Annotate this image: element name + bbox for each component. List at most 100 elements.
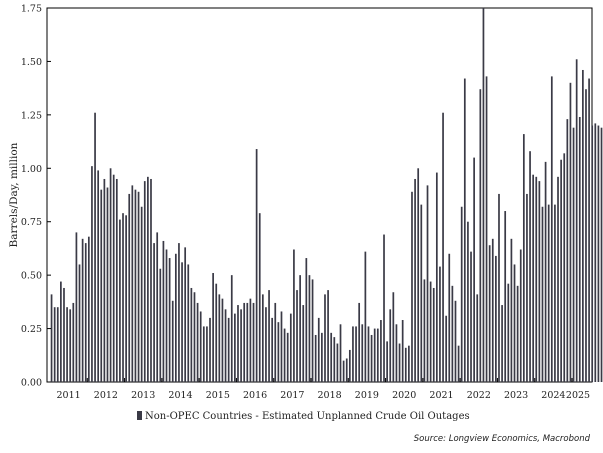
bar	[513, 264, 516, 382]
bar	[227, 317, 230, 382]
bar	[414, 178, 416, 382]
bar	[212, 273, 214, 382]
bar	[311, 279, 314, 382]
bar	[327, 290, 329, 382]
bar	[140, 206, 143, 382]
bar	[460, 206, 463, 382]
bar	[202, 326, 205, 382]
bar	[258, 213, 261, 382]
bar	[218, 294, 221, 382]
bar	[243, 302, 246, 382]
x-tick-label: 2015	[206, 390, 230, 401]
bar	[411, 191, 413, 382]
bar	[404, 347, 407, 382]
bar	[519, 249, 522, 382]
x-tick-label: 2012	[94, 390, 118, 401]
bar	[544, 161, 547, 382]
bar	[538, 181, 541, 382]
bar	[255, 149, 258, 382]
bar	[383, 234, 385, 382]
bar	[547, 204, 550, 382]
bar	[588, 78, 590, 382]
bar	[305, 258, 308, 382]
bar	[451, 285, 454, 382]
bar	[115, 178, 118, 382]
bar	[252, 302, 255, 382]
bar	[591, 125, 594, 382]
bar	[485, 76, 488, 382]
bar	[81, 238, 84, 382]
bar	[199, 311, 202, 382]
x-tick-label: 2013	[131, 390, 155, 401]
bar	[206, 326, 208, 382]
bar	[174, 253, 177, 382]
bar	[600, 127, 603, 383]
bar	[91, 166, 93, 382]
y-tick-label: 0.75	[21, 217, 42, 228]
bar	[168, 258, 171, 382]
bar	[578, 116, 581, 383]
x-tick-label: 2016	[243, 390, 267, 401]
bar	[246, 302, 249, 382]
bar	[324, 294, 326, 382]
y-tick-label: 1.50	[21, 57, 42, 68]
bar	[131, 185, 134, 382]
bar	[178, 243, 180, 382]
x-tick-label: 2021	[429, 390, 453, 401]
bar	[429, 281, 432, 382]
bar	[448, 253, 451, 382]
bar	[50, 294, 53, 382]
bar	[234, 313, 236, 382]
bar	[423, 279, 426, 382]
x-tick-label: 2019	[355, 390, 379, 401]
bar	[333, 337, 336, 382]
y-tick-label: 0.25	[21, 324, 42, 335]
bar	[196, 302, 199, 382]
source-note: Source: Longview Economics, Macrobond	[414, 434, 591, 444]
bar	[488, 245, 491, 382]
bar	[293, 249, 295, 382]
bar	[286, 332, 289, 382]
bar	[386, 341, 388, 382]
bar	[215, 283, 218, 382]
y-tick-label: 0.00	[21, 378, 42, 389]
bar	[271, 317, 274, 382]
bar	[109, 168, 112, 382]
x-tick-label: 2011	[57, 390, 81, 401]
x-tick-label: 2024	[541, 390, 565, 401]
bar	[106, 187, 109, 382]
x-tick-label: 2017	[280, 390, 304, 401]
bar	[249, 298, 252, 382]
bar	[532, 174, 535, 382]
bar	[435, 172, 438, 382]
bar	[72, 302, 75, 382]
bar	[370, 334, 373, 382]
bar	[87, 236, 90, 382]
bar	[187, 264, 190, 382]
bar	[103, 178, 106, 382]
bar	[392, 292, 395, 382]
bar	[299, 275, 301, 382]
bar	[60, 281, 62, 382]
bar	[442, 112, 444, 382]
bar	[454, 300, 457, 382]
bar	[339, 324, 342, 382]
bar	[361, 324, 364, 382]
bar	[470, 251, 472, 382]
bar	[112, 174, 115, 382]
bar	[432, 287, 435, 382]
bar	[156, 232, 159, 382]
bar	[63, 287, 65, 382]
bar	[550, 76, 553, 382]
y-tick-label: 1.00	[21, 164, 42, 175]
bar	[575, 59, 578, 382]
bar	[373, 328, 376, 382]
bar	[445, 315, 448, 382]
bar	[529, 151, 531, 382]
bar	[526, 193, 528, 382]
bar	[336, 343, 339, 382]
bar	[268, 290, 270, 382]
bar	[395, 324, 398, 382]
bar	[53, 307, 56, 382]
bars-group	[50, 8, 603, 383]
